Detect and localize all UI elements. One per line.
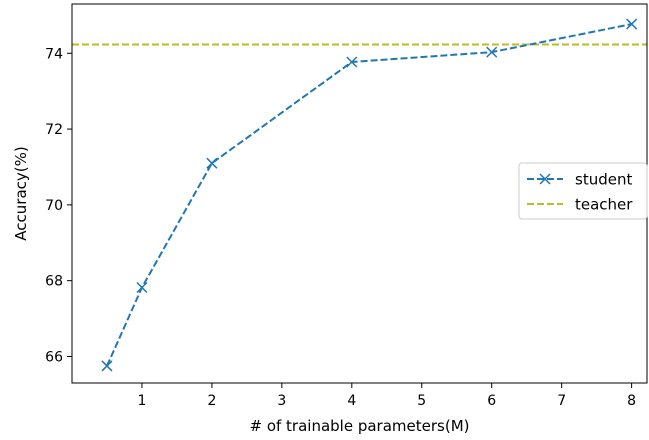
- student-point: [346, 56, 358, 68]
- x-tick-label: 3: [277, 393, 286, 409]
- legend-student-marker: [539, 173, 551, 185]
- y-tick-label: 68: [45, 274, 63, 290]
- x-tick-label: 2: [207, 393, 216, 409]
- legend-student-label: student: [575, 171, 632, 189]
- x-tick-label: 7: [557, 393, 566, 409]
- student-line: [106, 23, 632, 367]
- x-axis-label: # of trainable parameters(M): [249, 417, 469, 435]
- x-tick-label: 5: [417, 393, 426, 409]
- y-tick-label: 70: [45, 198, 63, 214]
- plot-content: [72, 18, 647, 372]
- student-point: [101, 360, 113, 372]
- student-point: [136, 281, 148, 294]
- x-tick-label: 4: [347, 393, 356, 409]
- legend-teacher-label: teacher: [575, 196, 633, 214]
- x-tick-label: 6: [487, 393, 496, 409]
- legend: student teacher: [518, 162, 648, 220]
- y-tick-label: 74: [45, 46, 63, 62]
- y-tick-label: 66: [45, 349, 63, 365]
- x-tick-label: 1: [137, 393, 146, 409]
- student-point: [206, 157, 218, 169]
- y-tick-label: 72: [45, 122, 63, 138]
- student-point: [486, 46, 498, 58]
- student-point: [626, 18, 638, 30]
- y-axis-label: Accuracy(%): [12, 146, 30, 240]
- x-tick-label: 8: [627, 393, 636, 409]
- axis-ticks: 1 2 3 4 5 6 7 8 66 68 70 72 74: [45, 46, 636, 409]
